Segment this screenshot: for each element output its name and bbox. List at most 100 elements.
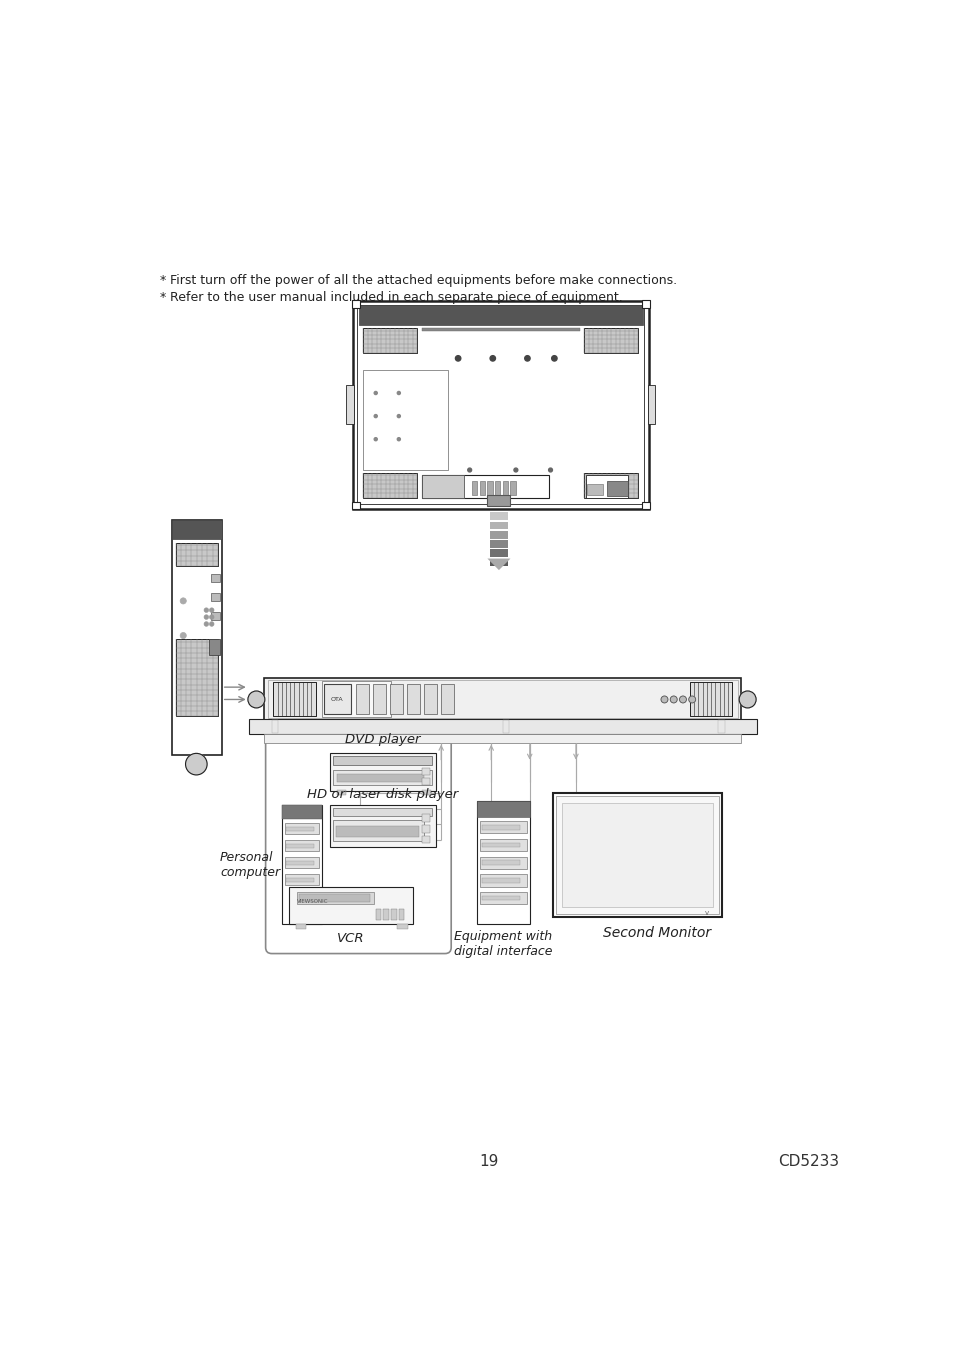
Bar: [480, 821, 526, 833]
Bar: [352, 502, 359, 509]
Bar: [314, 898, 318, 902]
Bar: [336, 774, 424, 782]
Bar: [211, 613, 220, 620]
Circle shape: [204, 622, 209, 626]
Bar: [298, 894, 369, 902]
Bar: [274, 682, 315, 717]
Bar: [502, 721, 508, 733]
Bar: [510, 481, 516, 494]
Bar: [641, 502, 649, 509]
Text: OTA: OTA: [331, 697, 343, 702]
Bar: [552, 794, 721, 917]
Bar: [286, 828, 314, 832]
Polygon shape: [489, 521, 508, 529]
Circle shape: [396, 392, 400, 394]
Bar: [289, 887, 413, 925]
Polygon shape: [489, 513, 508, 520]
Circle shape: [548, 468, 552, 472]
Circle shape: [396, 414, 400, 417]
Circle shape: [490, 355, 495, 360]
Circle shape: [551, 355, 557, 360]
Text: First turn off the power of all the attached equipments before make connections.: First turn off the power of all the atta…: [170, 274, 677, 286]
Bar: [373, 684, 385, 714]
Bar: [210, 640, 220, 655]
Bar: [480, 892, 526, 904]
Bar: [281, 805, 321, 819]
Bar: [363, 370, 448, 470]
Polygon shape: [489, 549, 508, 558]
Bar: [352, 300, 359, 308]
Circle shape: [679, 697, 686, 703]
Polygon shape: [489, 559, 508, 566]
Text: v: v: [704, 910, 708, 917]
Circle shape: [688, 697, 695, 703]
Bar: [172, 520, 221, 539]
Text: *: *: [160, 290, 166, 304]
Bar: [314, 906, 318, 909]
Bar: [285, 824, 318, 834]
Circle shape: [248, 691, 265, 707]
Text: CD5233: CD5233: [777, 1154, 838, 1169]
Bar: [495, 481, 500, 494]
Bar: [481, 896, 520, 900]
Bar: [584, 472, 638, 498]
Bar: [421, 778, 429, 784]
Bar: [421, 790, 431, 795]
Text: Refer to the user manual included in each separate piece of equipment.: Refer to the user manual included in eac…: [170, 290, 622, 304]
Bar: [585, 475, 628, 498]
Bar: [480, 875, 526, 887]
Bar: [606, 481, 628, 497]
Text: *: *: [160, 274, 166, 286]
Bar: [286, 878, 314, 882]
Bar: [175, 640, 217, 717]
Bar: [249, 718, 756, 734]
Bar: [556, 796, 719, 914]
Bar: [264, 734, 740, 744]
Bar: [333, 756, 432, 765]
Bar: [487, 495, 510, 506]
Bar: [286, 861, 314, 865]
Bar: [391, 909, 396, 919]
Circle shape: [185, 753, 207, 775]
Text: HD or laser disk player: HD or laser disk player: [307, 788, 457, 801]
Bar: [268, 680, 737, 718]
Bar: [324, 684, 351, 714]
Circle shape: [374, 392, 376, 394]
Circle shape: [374, 414, 376, 417]
Bar: [375, 909, 381, 919]
Bar: [398, 909, 404, 919]
Bar: [285, 875, 318, 886]
Polygon shape: [487, 559, 510, 570]
Bar: [481, 825, 520, 830]
Bar: [286, 844, 314, 848]
Circle shape: [180, 598, 186, 603]
Bar: [481, 860, 520, 865]
Circle shape: [204, 614, 209, 620]
Circle shape: [739, 691, 756, 707]
Bar: [333, 809, 432, 815]
Bar: [424, 684, 436, 714]
Text: Equipment with
digital interface: Equipment with digital interface: [454, 930, 552, 958]
Bar: [407, 684, 419, 714]
Bar: [321, 680, 391, 717]
Bar: [479, 481, 484, 494]
Circle shape: [524, 355, 530, 360]
Bar: [390, 684, 402, 714]
Circle shape: [514, 468, 517, 472]
Bar: [329, 805, 436, 848]
Bar: [172, 520, 221, 755]
Bar: [333, 819, 424, 841]
Bar: [285, 840, 318, 850]
Bar: [440, 684, 453, 714]
Bar: [358, 305, 642, 325]
Bar: [329, 752, 436, 791]
Bar: [480, 856, 526, 869]
Text: VCR: VCR: [337, 931, 365, 945]
Bar: [718, 721, 723, 733]
Bar: [333, 769, 432, 784]
Circle shape: [455, 355, 460, 360]
Bar: [481, 842, 520, 848]
Circle shape: [374, 437, 376, 440]
Text: Second Monitor: Second Monitor: [602, 926, 710, 940]
Bar: [421, 825, 429, 833]
